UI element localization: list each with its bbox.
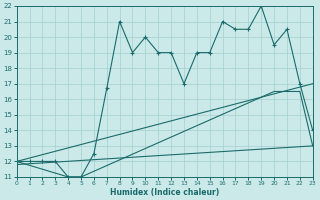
X-axis label: Humidex (Indice chaleur): Humidex (Indice chaleur) <box>110 188 219 197</box>
